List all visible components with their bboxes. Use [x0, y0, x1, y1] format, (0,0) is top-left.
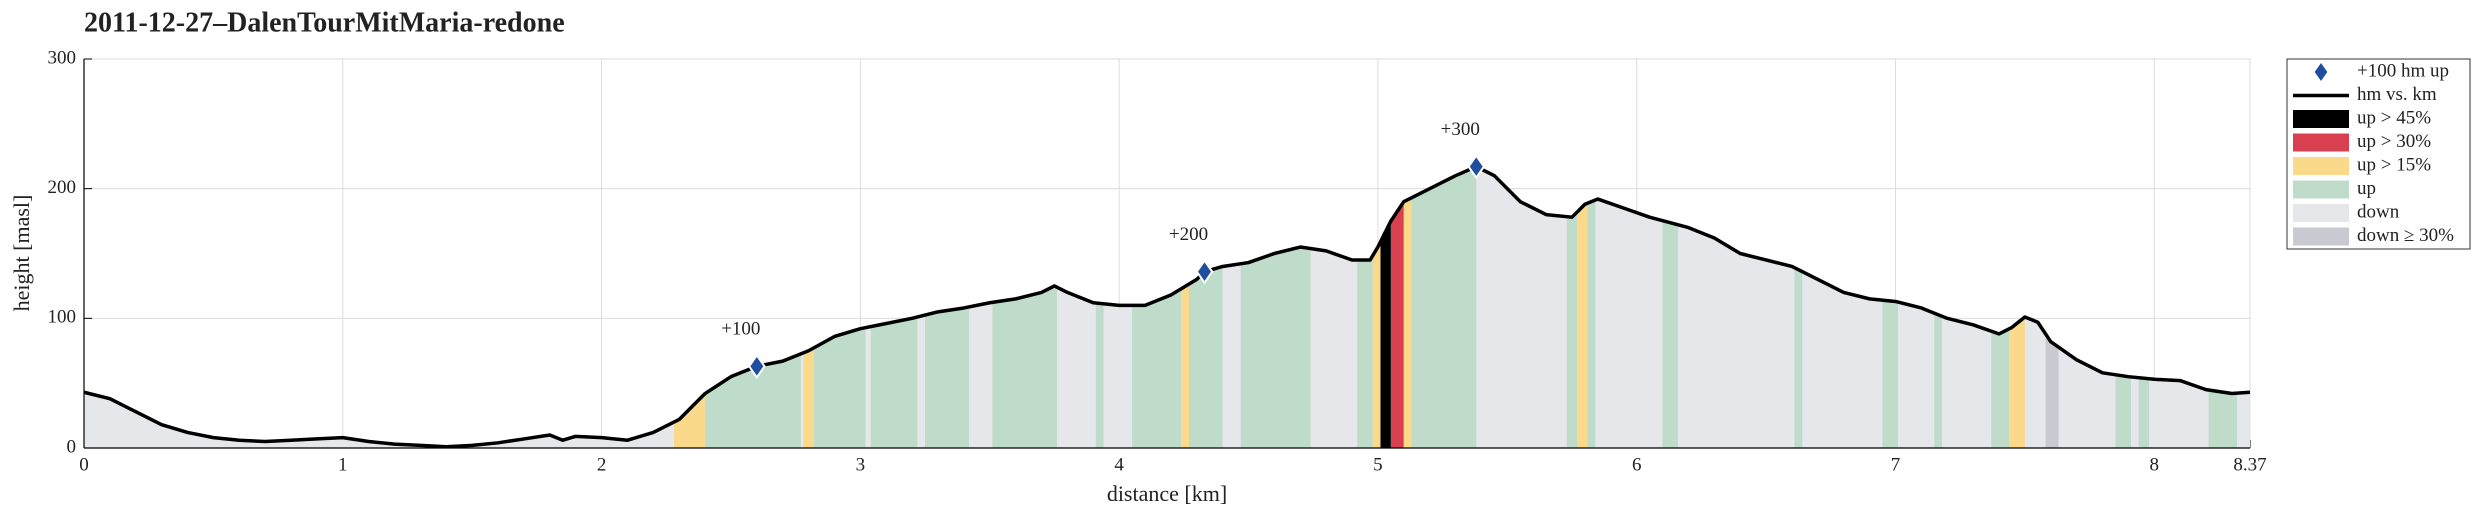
legend-marker [2314, 63, 2328, 81]
x-tick-label: 0 [79, 454, 89, 475]
band [1662, 220, 1679, 448]
band [1390, 201, 1404, 448]
band [1181, 284, 1189, 448]
legend-swatch [2293, 133, 2349, 152]
band [2045, 333, 2059, 448]
band [1934, 313, 1943, 448]
band [1240, 247, 1311, 448]
band [705, 353, 801, 448]
marker [1467, 153, 1486, 180]
band [2115, 374, 2131, 448]
band [1188, 266, 1223, 448]
band [2138, 377, 2150, 448]
marker-label: +200 [1169, 224, 1208, 245]
band [1794, 267, 1803, 448]
band [1403, 197, 1412, 448]
band [1991, 328, 2010, 448]
band [2208, 390, 2238, 448]
y-axis-label: height [masl] [9, 195, 34, 312]
marker [1195, 258, 1214, 285]
marker-label: +300 [1441, 119, 1480, 140]
band [1357, 255, 1373, 448]
band [803, 347, 814, 448]
band [1587, 200, 1596, 448]
x-tick-label: 8 [2150, 454, 2160, 475]
band [870, 317, 918, 448]
band [1566, 212, 1578, 448]
chart-title: 2011-12-27–DalenTourMitMaria-redone [84, 7, 565, 38]
x-tick-label: 4 [1114, 454, 1124, 475]
marker-label: +100 [721, 319, 760, 340]
x-tick-label: 7 [1891, 454, 1901, 475]
legend-swatch [2293, 204, 2349, 222]
legend-swatch [2293, 110, 2349, 128]
legend-label: up > 45% [2357, 107, 2431, 128]
x-tick-label: 2 [597, 454, 607, 475]
legend-swatch [2293, 227, 2349, 246]
legend-swatch [2293, 180, 2349, 199]
band [992, 285, 1058, 448]
band [1372, 241, 1381, 448]
band [1132, 288, 1182, 448]
y-tick-label: 0 [67, 436, 77, 457]
legend-swatch [2293, 157, 2349, 175]
x-axis-label: distance [km] [1107, 481, 1227, 506]
band [1095, 303, 1104, 448]
band [674, 393, 706, 448]
band [1411, 166, 1477, 448]
marker [747, 353, 766, 380]
y-tick-label: 200 [48, 177, 77, 198]
legend-label: +100 hm up [2357, 60, 2449, 81]
x-tick-label: 5 [1373, 454, 1383, 475]
legend-label: up > 15% [2357, 154, 2431, 175]
y-tick-label: 300 [48, 47, 77, 68]
x-tick-label: 1 [338, 454, 348, 475]
legend-label: down ≥ 30% [2357, 225, 2454, 246]
legend-label: down [2357, 201, 2400, 222]
band [2009, 317, 2025, 448]
legend-label: up [2357, 178, 2376, 199]
band [1380, 221, 1391, 448]
y-tick-label: 100 [48, 307, 77, 328]
legend-label: up > 30% [2357, 131, 2431, 152]
band [1577, 203, 1588, 448]
x-tick-label: 8.37 [2233, 454, 2266, 475]
legend-label: hm vs. km [2357, 84, 2437, 105]
x-tick-label: 3 [856, 454, 866, 475]
band [813, 327, 866, 448]
band [925, 306, 970, 448]
band [1882, 300, 1899, 448]
x-tick-label: 6 [1632, 454, 1642, 475]
